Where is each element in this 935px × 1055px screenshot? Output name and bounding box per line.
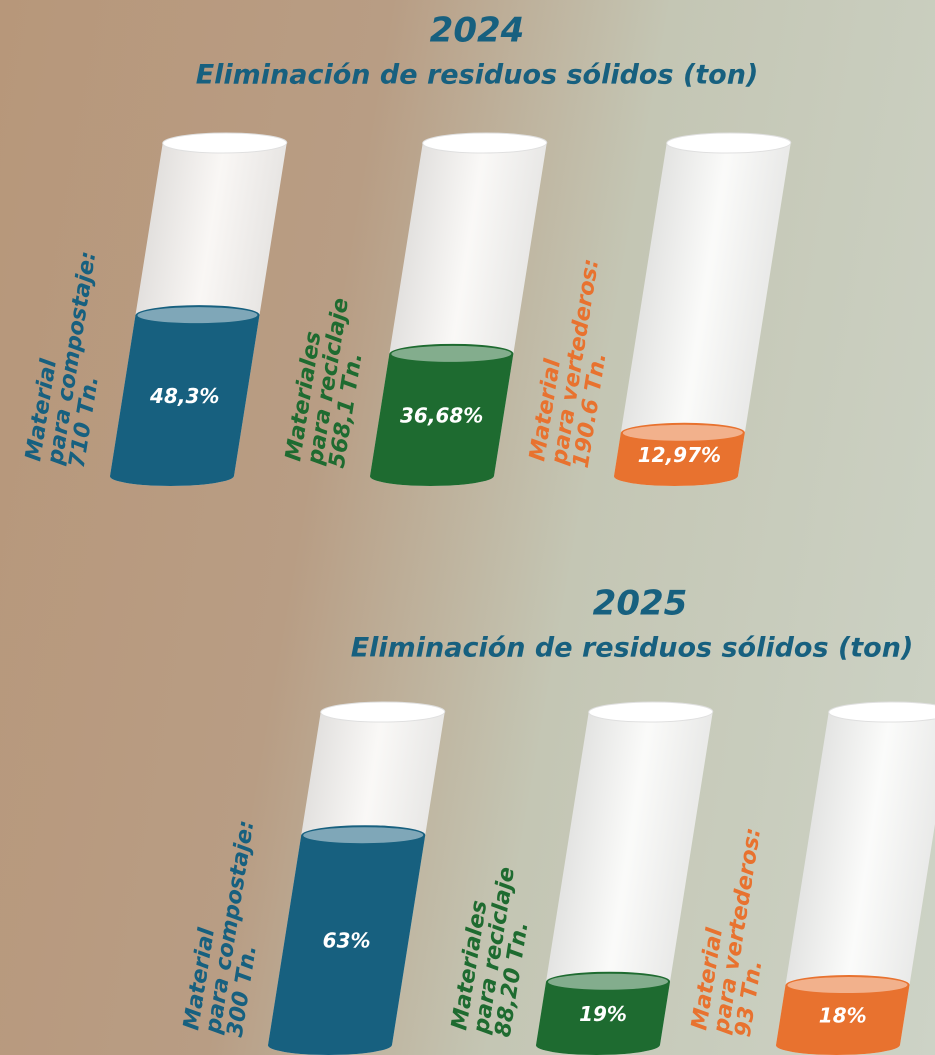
- cylinder-top: [827, 702, 935, 722]
- cylinder-top: [587, 702, 714, 722]
- page: 2024 Eliminación de residuos sólidos (ton…: [0, 0, 935, 1055]
- cylinder: [368, 133, 548, 486]
- cylinder-top: [421, 133, 548, 153]
- cylinder-top: [319, 702, 446, 722]
- value-label: 12,97%: [638, 443, 721, 467]
- value-label: 63%: [323, 929, 371, 953]
- cylinder-top: [161, 133, 288, 153]
- cylinder: [108, 133, 288, 486]
- chart-title: 2025: [593, 584, 688, 624]
- cylinder: [612, 133, 792, 486]
- cylinder: [266, 702, 446, 1055]
- value-label: 18%: [819, 1004, 867, 1028]
- chart-subtitle: Eliminación de residuos sólidos (ton): [351, 633, 914, 664]
- chart-subtitle: Eliminación de residuos sólidos (ton): [196, 60, 759, 91]
- cylinder-top: [665, 133, 792, 153]
- value-label: 19%: [579, 1002, 627, 1026]
- chart-title: 2024: [430, 11, 525, 51]
- infographic: 2024 Eliminación de residuos sólidos (ton…: [0, 0, 935, 1055]
- value-label: 36,68%: [400, 403, 483, 427]
- cylinder: [774, 702, 935, 1055]
- value-label: 48,3%: [149, 384, 219, 408]
